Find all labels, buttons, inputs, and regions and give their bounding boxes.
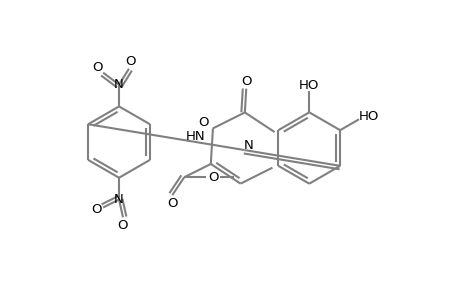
Text: O: O (208, 171, 219, 184)
Text: N: N (114, 193, 123, 206)
Text: O: O (167, 196, 177, 209)
Text: O: O (198, 116, 209, 129)
Text: O: O (91, 203, 101, 216)
Text: O: O (92, 61, 102, 74)
Text: O: O (125, 55, 136, 68)
Text: O: O (241, 75, 252, 88)
Text: HO: HO (298, 79, 319, 92)
Text: HN: HN (186, 130, 205, 143)
Text: HO: HO (358, 110, 379, 123)
Text: N: N (243, 139, 252, 152)
Text: O: O (118, 219, 128, 232)
Text: N: N (114, 78, 123, 91)
